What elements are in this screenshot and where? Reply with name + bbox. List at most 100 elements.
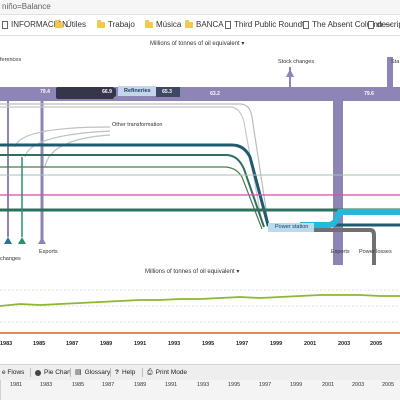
x-tick-label: 1995: [202, 341, 215, 347]
timeline-year: 1981: [10, 382, 23, 388]
bookmark-label: Third Public Roundta: [234, 20, 309, 29]
arrow-up-icon: [4, 237, 12, 244]
label-references: ferences: [0, 57, 22, 63]
series-line-green[interactable]: [0, 294, 400, 307]
value-label: 66.9: [98, 88, 116, 97]
x-tick-label: 1991: [134, 341, 147, 347]
bookmark-label: The Absent Column —: [312, 20, 393, 29]
toolbar-label: Glossary: [84, 369, 111, 376]
x-tick-label: 1999: [270, 341, 283, 347]
timeseries-chart: [0, 289, 400, 334]
printer-icon: ⎙: [147, 369, 153, 376]
timeline-year: 1987: [102, 382, 115, 388]
timeline-year: 2001: [322, 382, 335, 388]
folder-icon: [55, 20, 63, 28]
x-tick-label: 1993: [168, 341, 181, 347]
x-tick-label: 2005: [370, 341, 383, 347]
label-exports-left: Exports: [39, 249, 58, 255]
help-icon: ?: [115, 369, 119, 376]
toolbar-label: Print Mode: [155, 369, 188, 376]
timeseries-unit-selector[interactable]: Millions of tonnes of oil equivalent ▾: [145, 268, 239, 275]
bookmark-label: Útiles: [66, 20, 87, 29]
flow-other-transformation: [44, 134, 111, 168]
unit-selector-label: Millions of tonnes of oil equivalent: [145, 269, 235, 275]
timeline-slider[interactable]: 1981 1983 1985 1987 1989 1991 1993 1995 …: [0, 380, 400, 400]
flow-power-losses[interactable]: [300, 228, 376, 265]
glossary-button[interactable]: ▤ Glossary: [75, 365, 110, 380]
value-label: 65.3: [158, 88, 176, 97]
flow-coal[interactable]: [0, 143, 400, 227]
flows-button[interactable]: e Flows: [2, 365, 24, 380]
bottom-toolbar: e Flows Pie Chart ▤ Glossary ? Help ⎙ Pr…: [0, 364, 400, 381]
print-mode-button[interactable]: ⎙ Print Mode: [147, 365, 187, 380]
flow-other: [0, 103, 269, 223]
page-icon: [225, 21, 231, 29]
timeline-year: 1999: [290, 382, 303, 388]
label-stock-changes: Stock changes: [278, 59, 315, 65]
power-station-node[interactable]: [268, 223, 314, 232]
flow-other-transformation: [24, 130, 111, 158]
label-stocks-right: Sta: [391, 59, 400, 65]
bookmark-label: INFORMACIÓN: [11, 20, 68, 29]
toolbar-divider: [30, 368, 31, 377]
arrow-up-icon: [38, 237, 46, 244]
arrow-up-icon: [18, 237, 26, 244]
x-tick-label: 1985: [33, 341, 46, 347]
refineries-node[interactable]: [118, 86, 156, 96]
bookmark-musica[interactable]: Música: [145, 15, 181, 35]
sankey-unit-selector[interactable]: Millions of tonnes of oil equivalent ▾: [150, 40, 244, 47]
label-exports-right: Exports: [331, 249, 350, 255]
bookmark-label: descriptive: [377, 20, 400, 29]
pie-chart-icon: [35, 369, 41, 376]
flow-green[interactable]: [0, 166, 263, 230]
chevron-down-icon: ▾: [241, 41, 245, 47]
value-label: 79.6: [360, 90, 378, 99]
timeseries-x-axis: 1983 1985 1987 1989 1991 1993 1995 1997 …: [0, 341, 400, 351]
timeline-year: 1983: [40, 382, 53, 388]
x-tick-label: 1989: [100, 341, 113, 347]
flow-heat[interactable]: [300, 209, 400, 228]
label-power-station: Power station: [275, 224, 309, 230]
label-refineries: Refineries: [124, 88, 151, 94]
flow-gas[interactable]: [0, 154, 265, 228]
bookmark-informacion[interactable]: INFORMACIÓN: [2, 15, 68, 35]
label-changes: changes: [0, 256, 21, 262]
timeline-year: 1993: [197, 382, 210, 388]
timeline-year: 1995: [228, 382, 241, 388]
bookmark-utiles[interactable]: Útiles: [55, 15, 86, 35]
value-label: 79.4: [36, 88, 54, 97]
folder-icon: [97, 20, 105, 28]
folder-icon: [145, 20, 153, 28]
folder-icon: [185, 20, 193, 28]
timeline-year: 1989: [134, 382, 147, 388]
timeline-tick: [0, 380, 1, 400]
bookmark-descriptive[interactable]: descriptive: [368, 15, 400, 35]
timeline-year: 1997: [259, 382, 272, 388]
timeline-year: 1985: [72, 382, 85, 388]
x-tick-label: 2001: [304, 341, 317, 347]
timeline-year: 2003: [352, 382, 365, 388]
unit-selector-label: Millions of tonnes of oil equivalent: [150, 41, 240, 47]
bookmark-label: Música: [156, 20, 182, 29]
url-text: niño=Balance: [2, 2, 51, 11]
bookmarks-bar: INFORMACIÓN Útiles Trabajo Música BANCA …: [0, 15, 400, 36]
bookmark-third-public[interactable]: Third Public Roundta: [225, 15, 309, 35]
toolbar-divider: [70, 368, 71, 377]
address-bar[interactable]: niño=Balance: [0, 0, 400, 15]
sankey-diagram: [0, 57, 400, 265]
pie-chart-button[interactable]: Pie Chart: [35, 365, 71, 380]
toolbar-label: Pie Chart: [44, 369, 72, 376]
x-tick-label: 2003: [338, 341, 351, 347]
arrow-up-icon: [286, 69, 294, 77]
help-button[interactable]: ? Help: [115, 365, 135, 380]
page-icon: [303, 21, 309, 29]
chevron-down-icon: ▾: [236, 269, 240, 275]
x-tick-label: 1987: [66, 341, 79, 347]
bookmark-banca[interactable]: BANCA: [185, 15, 224, 35]
bookmark-absent-column[interactable]: The Absent Column —: [303, 15, 392, 35]
x-tick-label: 1983: [0, 341, 13, 347]
page-icon: [368, 21, 374, 29]
flow-other: [0, 106, 263, 224]
timeline-year: 2005: [382, 382, 395, 388]
bookmark-trabajo[interactable]: Trabajo: [97, 15, 135, 35]
